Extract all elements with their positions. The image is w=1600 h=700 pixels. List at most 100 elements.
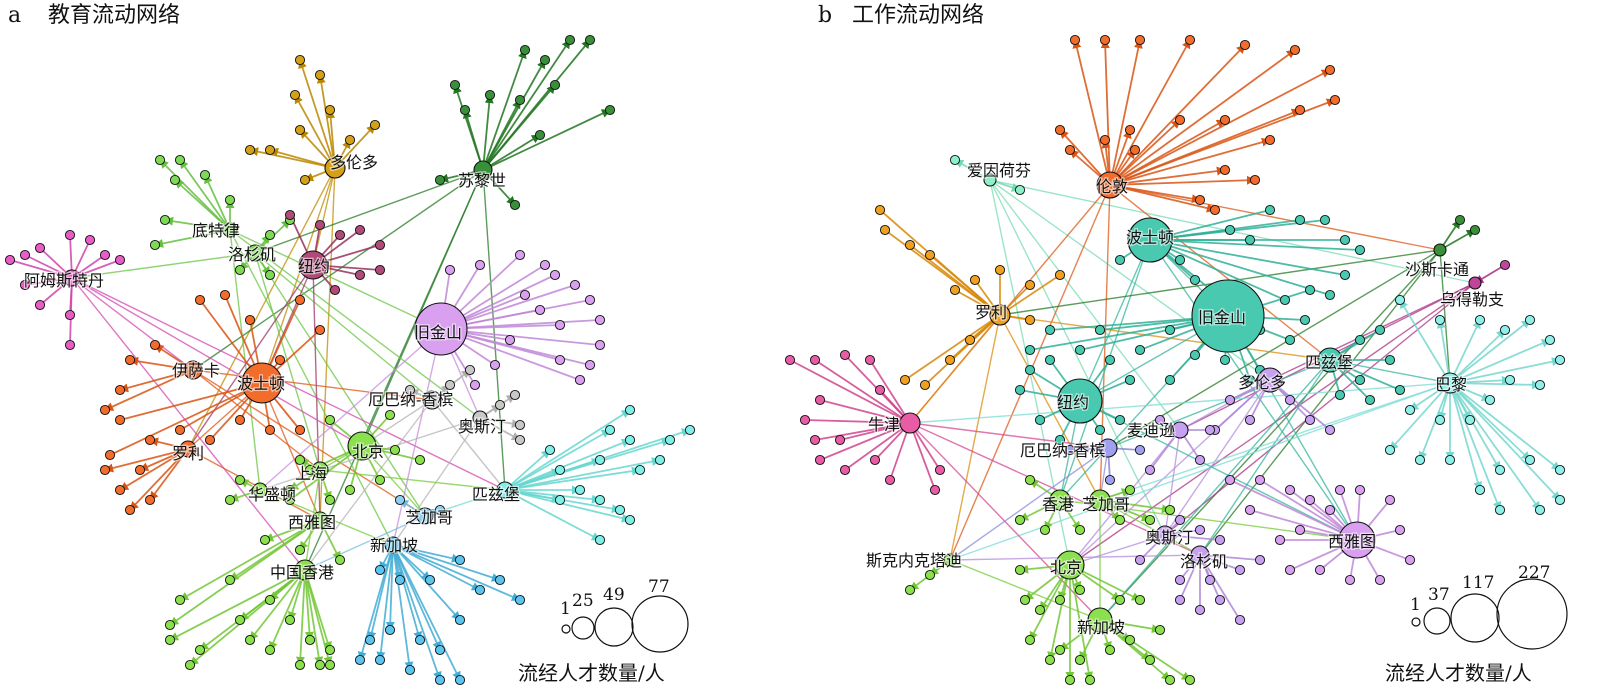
panel-a-leaf-node — [284, 614, 296, 626]
panel-b-flow-edge — [909, 244, 1001, 316]
panel-a-hub-1-node — [473, 160, 493, 180]
panel-a-link — [319, 469, 506, 493]
panel-a-leaf-node — [624, 404, 636, 416]
panel-a-flow-edge — [392, 544, 481, 591]
panel-b-leaf-node — [1124, 124, 1136, 136]
panel-a-leaf-node — [514, 94, 526, 106]
panel-b-leaf-node — [899, 374, 911, 386]
panel-b-leaf-node — [1339, 269, 1351, 281]
panel-b-link — [949, 382, 1451, 562]
panel-b-leaf-node — [1124, 634, 1136, 646]
panel-b-leaf-node — [1404, 404, 1416, 416]
panel-b-leaf-node — [1324, 289, 1336, 301]
panel-a-flow-edge — [139, 448, 189, 471]
panel-b-leaf-node — [1124, 484, 1136, 496]
panel-a-flow-edge — [463, 109, 484, 171]
panel-b-leaf-node — [1554, 464, 1566, 476]
panel-b-leaf-node — [1299, 314, 1311, 326]
panel-b-flow-edge — [804, 418, 911, 428]
panel-a-leaf-node — [594, 454, 606, 466]
panel-b-hub-7-node — [1317, 347, 1343, 373]
panel-a-flow-edge — [129, 356, 194, 371]
panel-b-leaf-node — [1204, 574, 1216, 586]
panel-a-link — [431, 399, 506, 491]
panel-b-hub-12-node — [1171, 421, 1189, 439]
panel-b-leaf-node — [1054, 124, 1066, 136]
panel-b-leaf-node — [1394, 524, 1406, 536]
panel-b-leaf-node — [1279, 294, 1291, 306]
panel-b-leaf-node — [1469, 224, 1481, 236]
panel-b-leaf-node — [1264, 204, 1276, 216]
panel-b-link — [999, 314, 1331, 363]
panel-b-flow-edge — [1109, 119, 1181, 186]
panel-a-leaf-node — [329, 284, 341, 296]
panel-b-link — [1099, 499, 1201, 556]
panel-b-leaf-node — [1144, 654, 1156, 666]
panel-a-leaf-node — [684, 424, 696, 436]
panel-b-leaf-node — [1354, 334, 1366, 346]
panel-b-leaf-node — [1434, 414, 1446, 426]
panel-b-leaf-node — [1114, 414, 1126, 426]
panel-b-flow-edge — [1389, 382, 1451, 451]
panel-b-leaf-node — [1324, 504, 1336, 516]
panel-b-leaf-node — [1494, 504, 1506, 516]
panel-a-link — [304, 399, 433, 571]
panel-a-hub-12-label: 罗利 — [172, 444, 204, 463]
panel-a-hub-2-node — [222, 222, 238, 238]
legend-a-caption: 流经人才数量/人 — [518, 661, 665, 685]
panel-a-flow-edge — [392, 544, 461, 681]
panel-a-flow-edge — [119, 369, 194, 393]
panel-a-hub-14-node — [252, 482, 268, 498]
panel-b-leaf-node — [1324, 64, 1336, 76]
panel-b-flow-edge — [1149, 219, 1326, 244]
panel-a-flow-edge — [392, 544, 442, 681]
panel-b-edges — [789, 39, 1561, 681]
panel-b-leaf-node — [1074, 584, 1086, 596]
panel-a-leaf-node — [164, 634, 176, 646]
panel-a-leaf-node — [234, 414, 246, 426]
panel-b-leaf-node — [1054, 644, 1066, 656]
panel-a-leaf-node — [264, 594, 276, 606]
panel-b-leaf-node — [1114, 254, 1126, 266]
panel-a-flow-edge — [316, 74, 336, 169]
panel-a-flow-edge — [179, 519, 321, 601]
panel-b-link — [1199, 359, 1331, 556]
legend-b-circle-4 — [1496, 578, 1568, 650]
panel-b-leaf-node — [1114, 514, 1126, 526]
panel-a-leaf-node — [234, 614, 246, 626]
panel-b-leaf-node — [1394, 294, 1406, 306]
panel-a-leaf-node — [289, 89, 301, 101]
panel-a-link — [229, 229, 394, 546]
panel-a-flow-edge — [119, 448, 189, 491]
panel-a-leaf-node — [294, 54, 306, 66]
panel-a-leaf-node — [449, 79, 461, 91]
panel-b-flow-edge — [819, 421, 911, 461]
panel-b-leaf-node — [944, 354, 956, 366]
panel-a-leaf-node — [64, 229, 76, 241]
panel-a-leaf-node — [224, 494, 236, 506]
panel-b-leaf-node — [1064, 144, 1076, 156]
panel-b-leaf-node — [1294, 524, 1306, 536]
panel-b-leaf-node — [1204, 424, 1216, 436]
panel-b-leaf-node — [1134, 594, 1146, 606]
panel-a-link — [71, 277, 306, 571]
panel-b-link — [1164, 379, 1271, 536]
panel-b-leaf-node — [1454, 214, 1466, 226]
panel-b-leaf-node — [1219, 114, 1231, 126]
panel-b-hub-18-label: 西雅图 — [1328, 532, 1376, 551]
panel-a-leaf-node — [434, 504, 446, 516]
panel-b-leaf-node — [799, 414, 811, 426]
panel-a-leaf-node — [294, 544, 306, 556]
panel-a-link — [254, 252, 426, 517]
panel-a-hub-10-label: 奥斯汀 — [458, 417, 506, 436]
panel-a-leaf-node — [264, 424, 276, 436]
panel-b-title-text: 工作流动网络 — [852, 3, 984, 28]
panel-b-leaf-node — [1104, 474, 1116, 486]
panel-a-flow-edge — [174, 179, 231, 231]
panel-b-link — [1162, 429, 1181, 536]
panel-a-leaf-node — [374, 474, 386, 486]
panel-a-leaf-node — [304, 634, 316, 646]
panel-a-leaf-node — [149, 239, 161, 251]
panel-a-leaf-node — [324, 414, 336, 426]
